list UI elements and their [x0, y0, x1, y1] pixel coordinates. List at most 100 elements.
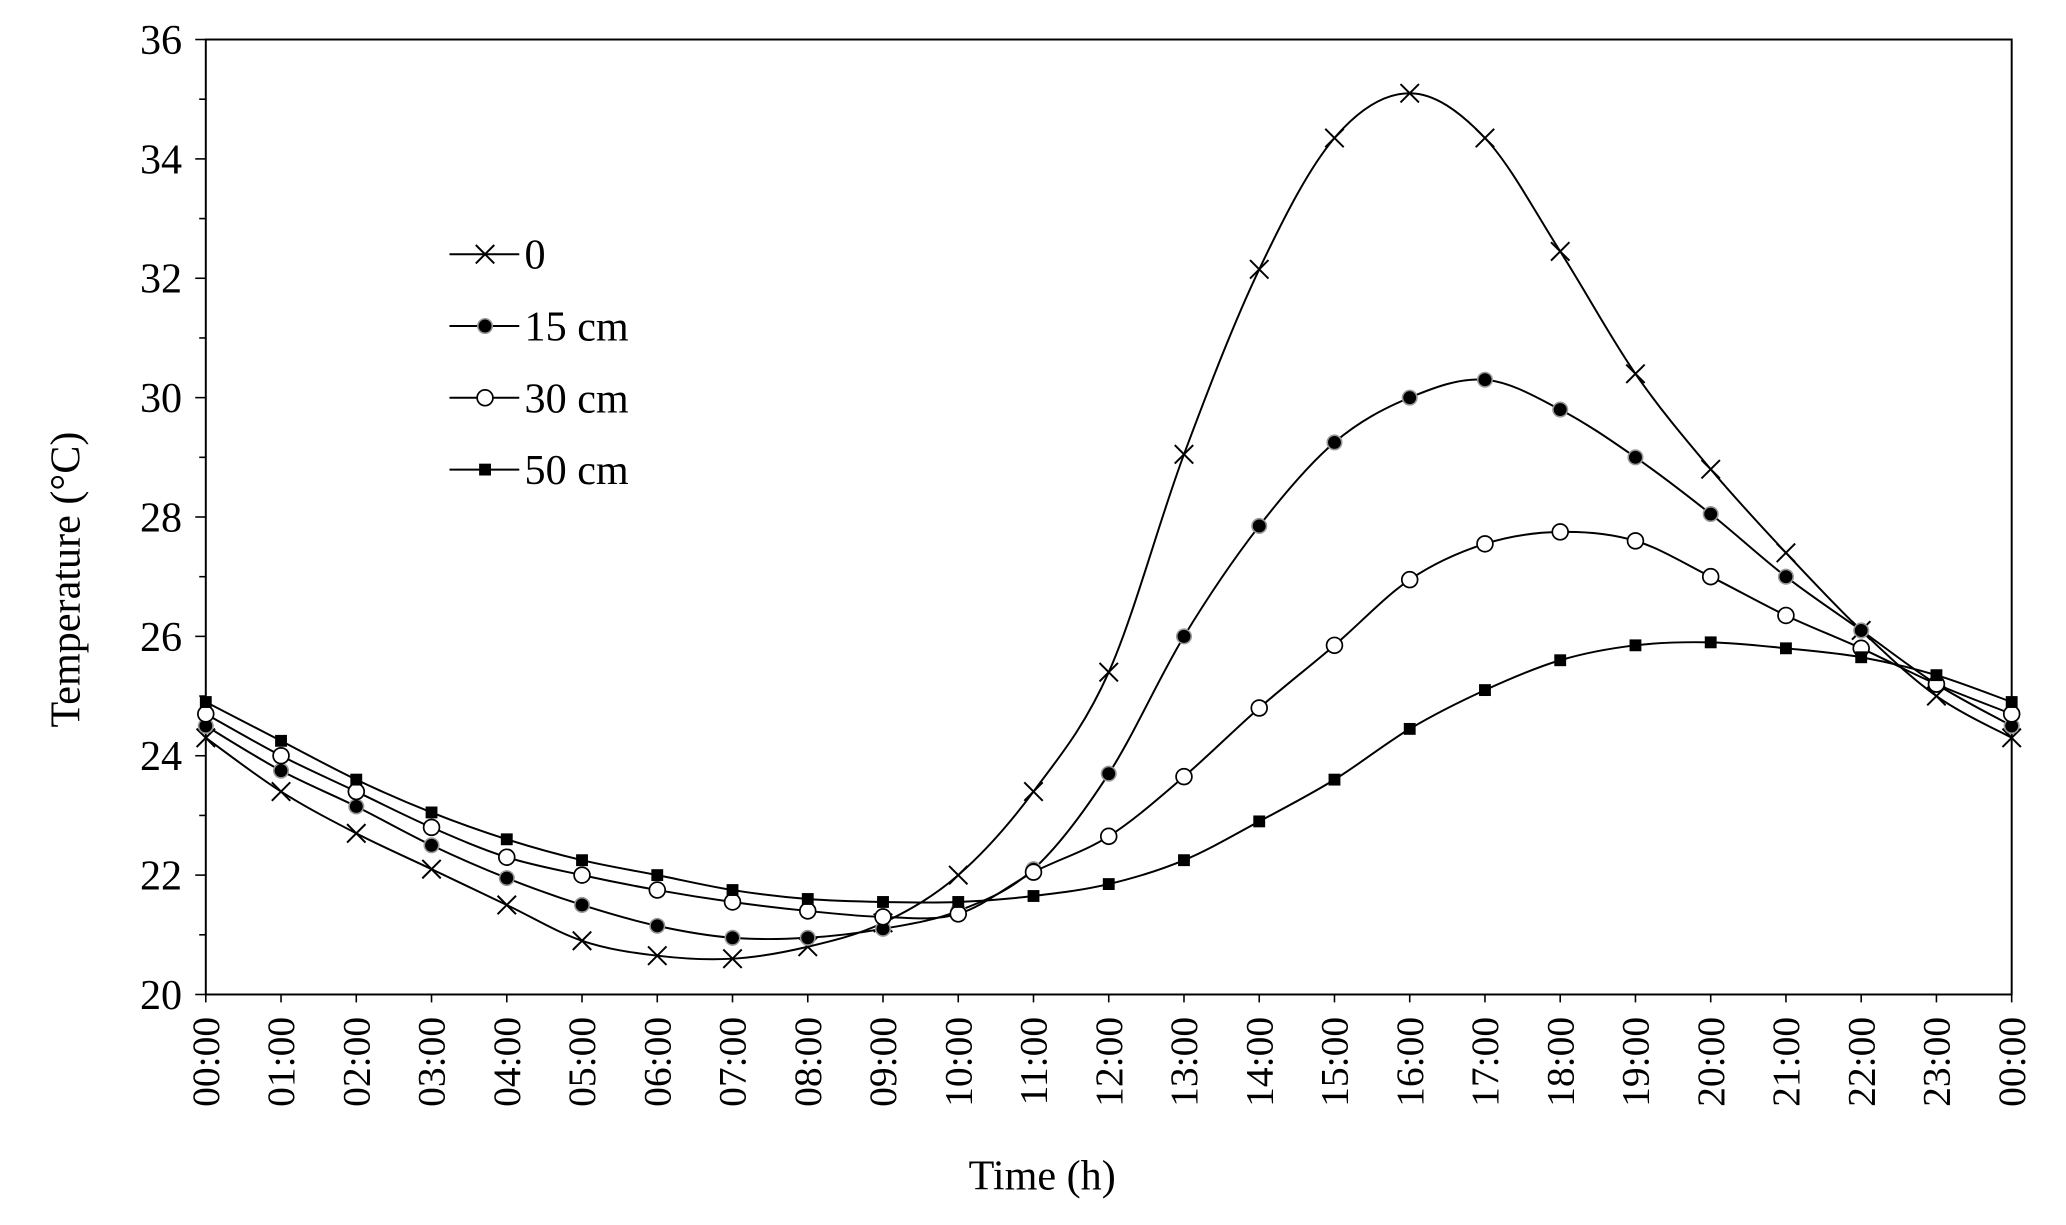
x-marker-stroke: [1324, 128, 1345, 148]
open-circle-marker: [1626, 532, 1645, 550]
x-tick-label: 08:00: [786, 1017, 830, 1107]
y-tick-label: 26: [140, 614, 182, 661]
x-marker-stroke: [496, 895, 517, 915]
y-tick-label: 28: [140, 494, 182, 541]
open-circle-marker: [949, 905, 968, 923]
x-tick-label: 20:00: [1689, 1017, 1733, 1107]
open-circle-marker: [2002, 705, 2021, 723]
x-marker-stroke: [1475, 128, 1495, 148]
x-marker-stroke: [722, 948, 743, 969]
x-tick-label: 15:00: [1313, 1017, 1357, 1107]
legend-item: 30 cm: [449, 375, 629, 422]
legend-item: 50 cm: [449, 447, 629, 494]
x-tick-label: 14:00: [1237, 1017, 1281, 1107]
x-tick-label: 00:00: [184, 1017, 228, 1107]
x-tick-label: 11:00: [1012, 1017, 1056, 1106]
x-marker: [1174, 444, 1194, 465]
x-tick-label: 12:00: [1087, 1017, 1131, 1107]
square-marker: [1178, 854, 1190, 867]
square-marker: [1930, 669, 1943, 682]
open-circle-marker: [573, 866, 591, 884]
filled-circle-marker: [348, 798, 365, 815]
x-marker-stroke: [948, 865, 969, 886]
x-tick-label: 10:00: [936, 1017, 980, 1107]
square-marker: [651, 869, 664, 882]
x-marker: [195, 727, 216, 748]
square-marker: [952, 896, 965, 908]
y-tick-label: 24: [140, 733, 182, 780]
series-line: [205, 378, 2013, 941]
x-marker: [948, 865, 969, 886]
x-marker-stroke: [346, 823, 367, 844]
x-marker-stroke: [1098, 662, 1119, 683]
series-50-cm: [199, 636, 2018, 908]
square-marker: [425, 806, 438, 819]
square-marker: [726, 884, 739, 896]
legend-item: 15 cm: [449, 303, 629, 350]
x-marker-stroke: [421, 859, 442, 880]
x-marker: [722, 948, 743, 969]
square-marker: [1403, 722, 1416, 735]
filled-circle-marker: [498, 870, 515, 887]
x-tick-label: 01:00: [259, 1017, 303, 1107]
open-circle-marker: [347, 782, 366, 801]
filled-circle-marker: [1552, 401, 1569, 418]
x-marker: [647, 945, 668, 966]
legend-item: 0: [449, 232, 546, 279]
square-marker: [1780, 642, 1792, 655]
square-marker: [275, 734, 287, 747]
x-marker: [1324, 128, 1345, 148]
open-circle-marker: [874, 908, 892, 926]
x-tick-label: 05:00: [560, 1017, 604, 1107]
filled-circle-marker: [1777, 568, 1794, 585]
x-axis-label: Time (h): [969, 1152, 1116, 1199]
plot-area: [204, 38, 2013, 996]
x-marker-stroke: [1023, 781, 1044, 802]
square-marker: [500, 833, 513, 846]
open-circle-marker: [197, 705, 215, 723]
square-marker: [1253, 815, 1266, 828]
square-marker: [1629, 639, 1642, 652]
open-circle-marker: [1250, 699, 1268, 717]
open-circle-marker: [272, 746, 290, 765]
y-axis-label: Temperature (°C): [42, 432, 89, 728]
x-tick-label: 16:00: [1388, 1017, 1432, 1107]
legend-label: 15 cm: [525, 303, 629, 350]
x-marker: [1776, 542, 1796, 563]
x-tick-label: 23:00: [1915, 1017, 1959, 1107]
filled-circle-marker: [573, 896, 591, 913]
x-marker: [1399, 83, 1420, 104]
filled-circle-marker: [423, 837, 440, 854]
square-marker: [479, 463, 491, 476]
open-circle-marker: [1175, 767, 1193, 786]
legend-label: 50 cm: [525, 447, 629, 494]
filled-circle-marker: [724, 929, 741, 946]
square-marker: [801, 893, 814, 905]
x-marker: [496, 895, 517, 915]
series-15-cm: [197, 371, 2020, 946]
filled-circle-marker: [1627, 449, 1644, 466]
square-marker: [1554, 654, 1567, 667]
y-tick-label: 34: [140, 136, 182, 183]
x-tick-label: 18:00: [1538, 1017, 1582, 1107]
open-circle-marker: [1777, 606, 1795, 625]
legend-label: 0: [525, 232, 546, 279]
y-tick-label: 22: [140, 853, 182, 900]
x-marker: [1700, 459, 1721, 480]
open-circle-marker: [1024, 863, 1043, 881]
y-tick-label: 32: [140, 256, 182, 303]
square-marker: [199, 696, 212, 708]
x-marker: [1098, 662, 1119, 683]
x-marker: [271, 781, 291, 802]
open-circle-marker: [648, 881, 667, 899]
open-circle-marker: [498, 848, 516, 866]
y-tick-label: 36: [140, 17, 182, 64]
square-marker: [1102, 878, 1115, 890]
filled-circle-marker: [1326, 434, 1343, 451]
x-marker: [572, 930, 592, 951]
x-marker: [346, 823, 367, 844]
open-circle-marker: [422, 818, 441, 837]
filled-circle-marker: [1175, 628, 1193, 645]
legend-label: 30 cm: [525, 375, 629, 422]
x-marker: [1625, 363, 1646, 384]
